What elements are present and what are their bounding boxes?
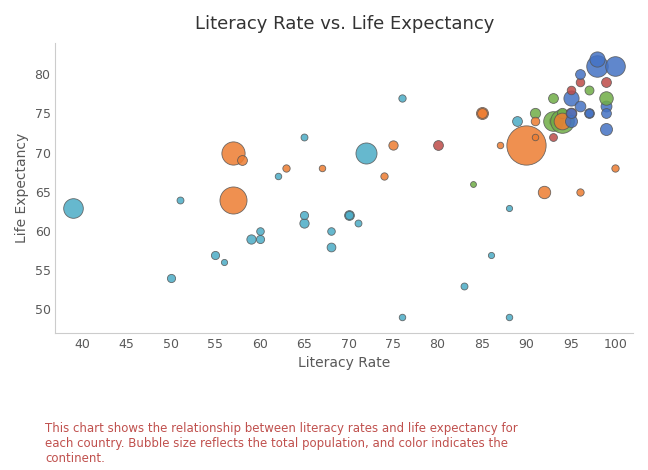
Point xyxy=(174,196,185,204)
Point xyxy=(353,219,363,227)
Point xyxy=(317,164,327,172)
Point xyxy=(566,110,576,117)
Point xyxy=(272,172,283,180)
Point xyxy=(566,118,576,125)
Point xyxy=(459,282,469,290)
Point xyxy=(326,227,336,235)
Point xyxy=(601,94,612,102)
Point xyxy=(610,164,620,172)
Point xyxy=(575,78,585,86)
Point xyxy=(557,118,567,125)
Text: This chart shows the relationship between literacy rates and life expectancy for: This chart shows the relationship betwee… xyxy=(45,423,518,465)
Point xyxy=(548,133,558,141)
Point xyxy=(601,78,612,86)
Point xyxy=(468,180,478,188)
Point xyxy=(432,141,443,149)
Point xyxy=(548,118,558,125)
Point xyxy=(255,227,265,235)
Point xyxy=(557,118,567,125)
Point xyxy=(255,235,265,243)
Point xyxy=(397,313,407,321)
Point xyxy=(219,258,229,266)
Point xyxy=(503,204,514,212)
Point xyxy=(601,102,612,110)
Point xyxy=(610,63,620,70)
Point xyxy=(583,110,594,117)
Point xyxy=(566,94,576,102)
X-axis label: Literacy Rate: Literacy Rate xyxy=(298,356,390,370)
Point xyxy=(379,172,389,180)
Point xyxy=(388,141,399,149)
Point xyxy=(343,212,354,219)
Point xyxy=(548,94,558,102)
Point xyxy=(601,110,612,117)
Point xyxy=(237,157,247,164)
Point xyxy=(228,149,238,157)
Point xyxy=(299,212,309,219)
Point xyxy=(68,204,78,212)
Point xyxy=(575,102,585,110)
Point xyxy=(485,251,496,258)
Point xyxy=(299,219,309,227)
Point xyxy=(326,243,336,251)
Y-axis label: Life Expectancy: Life Expectancy xyxy=(15,133,29,243)
Point xyxy=(281,164,292,172)
Point xyxy=(210,251,220,258)
Point xyxy=(592,55,603,63)
Point xyxy=(583,110,594,117)
Point xyxy=(557,110,567,117)
Point xyxy=(343,212,354,219)
Point xyxy=(566,110,576,117)
Point xyxy=(228,196,238,204)
Point xyxy=(575,188,585,196)
Point xyxy=(513,118,523,125)
Point xyxy=(601,125,612,133)
Point xyxy=(477,110,487,117)
Point xyxy=(548,118,558,125)
Point xyxy=(166,274,176,282)
Point xyxy=(583,86,594,94)
Title: Literacy Rate vs. Life Expectancy: Literacy Rate vs. Life Expectancy xyxy=(194,15,494,33)
Point xyxy=(530,133,540,141)
Point xyxy=(575,70,585,78)
Point xyxy=(530,110,540,117)
Point xyxy=(503,313,514,321)
Point xyxy=(477,110,487,117)
Point xyxy=(566,86,576,94)
Point xyxy=(592,63,603,70)
Point xyxy=(530,118,540,125)
Point xyxy=(246,235,256,243)
Point xyxy=(521,141,531,149)
Point xyxy=(539,188,550,196)
Point xyxy=(397,94,407,102)
Point xyxy=(494,141,505,149)
Point xyxy=(361,149,371,157)
Point xyxy=(299,133,309,141)
